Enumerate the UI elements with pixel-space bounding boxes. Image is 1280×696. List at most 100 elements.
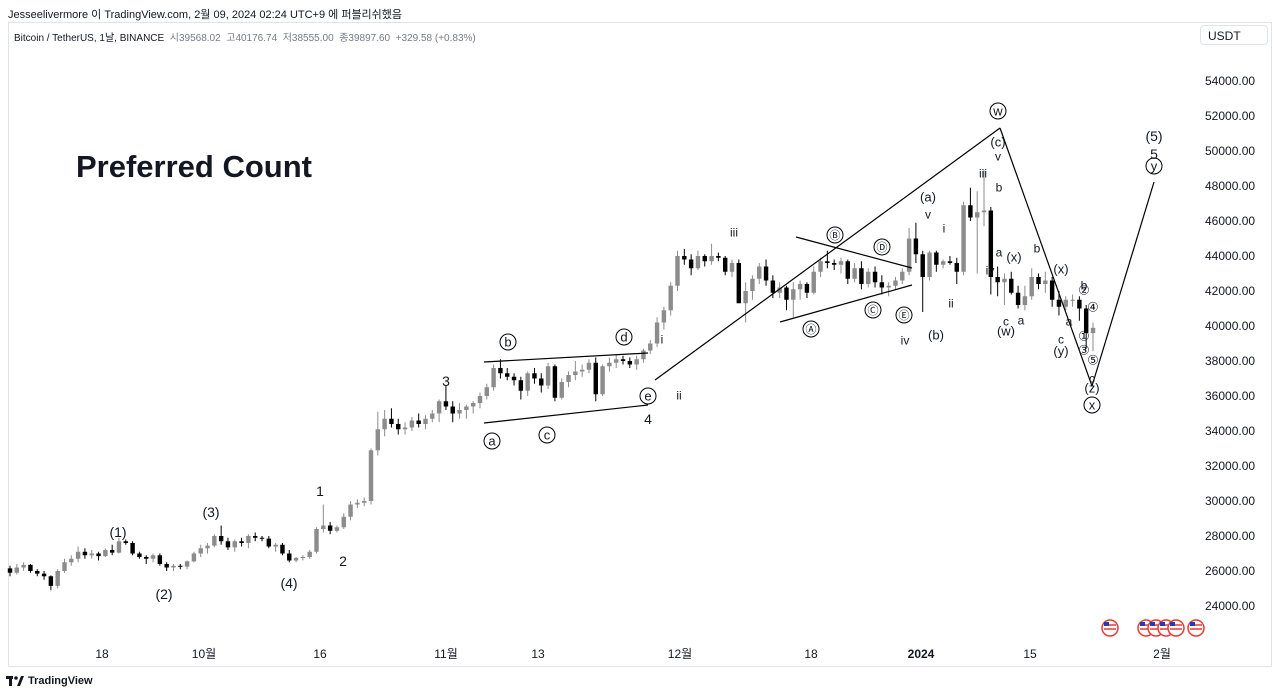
candle-body [804,284,810,293]
candle-body [831,263,837,265]
candle-body [818,261,823,272]
candle-body [1063,299,1068,307]
candle-body [859,268,864,284]
y-tick-label: 48000.00 [1205,179,1255,193]
wave-label: v [925,207,931,221]
candle-body [232,541,237,548]
candle-body [627,361,633,365]
candle-body [811,271,816,293]
candle-body [178,565,183,567]
wave-label: Ⓒ [868,304,879,317]
candle-body [35,571,40,574]
candle-body [750,278,755,291]
wave-label: Ⓑ [830,229,841,242]
candle-body [1070,299,1075,301]
candle-body [1002,278,1007,283]
candle-body [464,406,469,410]
candle-body [620,359,626,361]
candle-body [661,310,667,323]
currency-selector[interactable]: USDT [1200,25,1268,45]
candle-body [920,254,925,277]
candle-body [409,420,415,428]
wave-label: c [1089,371,1095,385]
candle-body [797,284,803,290]
candle-body [695,256,701,269]
candle-body [791,289,796,300]
candle-body [593,362,598,395]
candle-body [893,280,898,286]
wave-label: iii [730,225,738,239]
low-value: 38555.00 [291,33,334,44]
wave-label-circle [895,306,913,324]
wave-label-circle [483,432,501,450]
candle-body [770,280,776,293]
wave-label: 3 [442,373,450,389]
candle-body [252,536,258,538]
wave-label: a [1066,314,1073,328]
wave-label: c [544,428,551,443]
wave-label: (a) [920,190,936,205]
footer-brand[interactable]: TradingView [6,675,93,687]
candle-body [280,544,285,554]
wave-label: (b) [928,328,944,343]
wave-label: 5 [1150,146,1158,162]
low-label: 저 [282,33,292,44]
wave-label: ① [1078,329,1090,344]
wave-label-circle [826,226,844,244]
candle-body [757,266,762,279]
wave-label: c [1003,314,1009,328]
wave-label: y [1151,159,1158,174]
candle-body [355,502,360,505]
candle-body [539,378,544,386]
candle-body [225,541,231,548]
wave-label: (y) [1053,344,1068,359]
y-tick-label: 34000.00 [1205,424,1255,438]
symbol-name[interactable]: Bitcoin / TetherUS, 1날, BINANCE [14,33,165,44]
symbol-legend: Bitcoin / TetherUS, 1날, BINANCE 시39568.0… [14,29,476,44]
event-flag-canton [1170,622,1175,626]
close-value: 39897.60 [348,33,391,44]
candle-body [443,401,449,407]
wave-label: a [1018,313,1025,327]
candle-body [852,268,857,279]
candle-body [518,380,524,391]
wave-label: x [1089,398,1096,413]
wave-label: b [996,180,1003,194]
wave-label: c [1058,332,1064,346]
candle-body [995,277,1000,283]
candle-body [348,504,353,517]
wave-label: (x) [1053,262,1068,277]
candle-body [82,551,88,556]
candle-body [382,418,387,430]
candle-body [307,551,312,557]
candle-body [613,359,619,363]
candle-body [96,553,101,557]
candle-body [777,287,782,293]
candle-body [164,564,169,568]
candle-body [974,212,980,218]
candle-body [675,256,680,286]
y-tick-label: 46000.00 [1205,214,1255,228]
candle-body [545,366,551,386]
y-tick-label: 42000.00 [1205,284,1255,298]
event-flag-canton [1160,622,1165,626]
candle-body [825,261,830,263]
candle-body [171,565,176,568]
candle-body [532,373,537,379]
candle-body [123,541,129,543]
candle-body [389,418,394,424]
candle-body [654,322,660,344]
candle-body [334,527,340,531]
wave-label-circle [802,320,820,338]
wave-label: (4) [280,575,297,591]
candle-body [1056,299,1062,307]
wave-label: b [1081,278,1088,292]
wave-label: (3) [202,504,219,520]
candle-body [552,366,558,398]
candle-body [396,424,401,430]
x-tick-label: 11월 [434,647,458,661]
wave-trendline [999,127,1093,387]
wave-label-circle [615,328,633,346]
candle-body [484,387,490,396]
